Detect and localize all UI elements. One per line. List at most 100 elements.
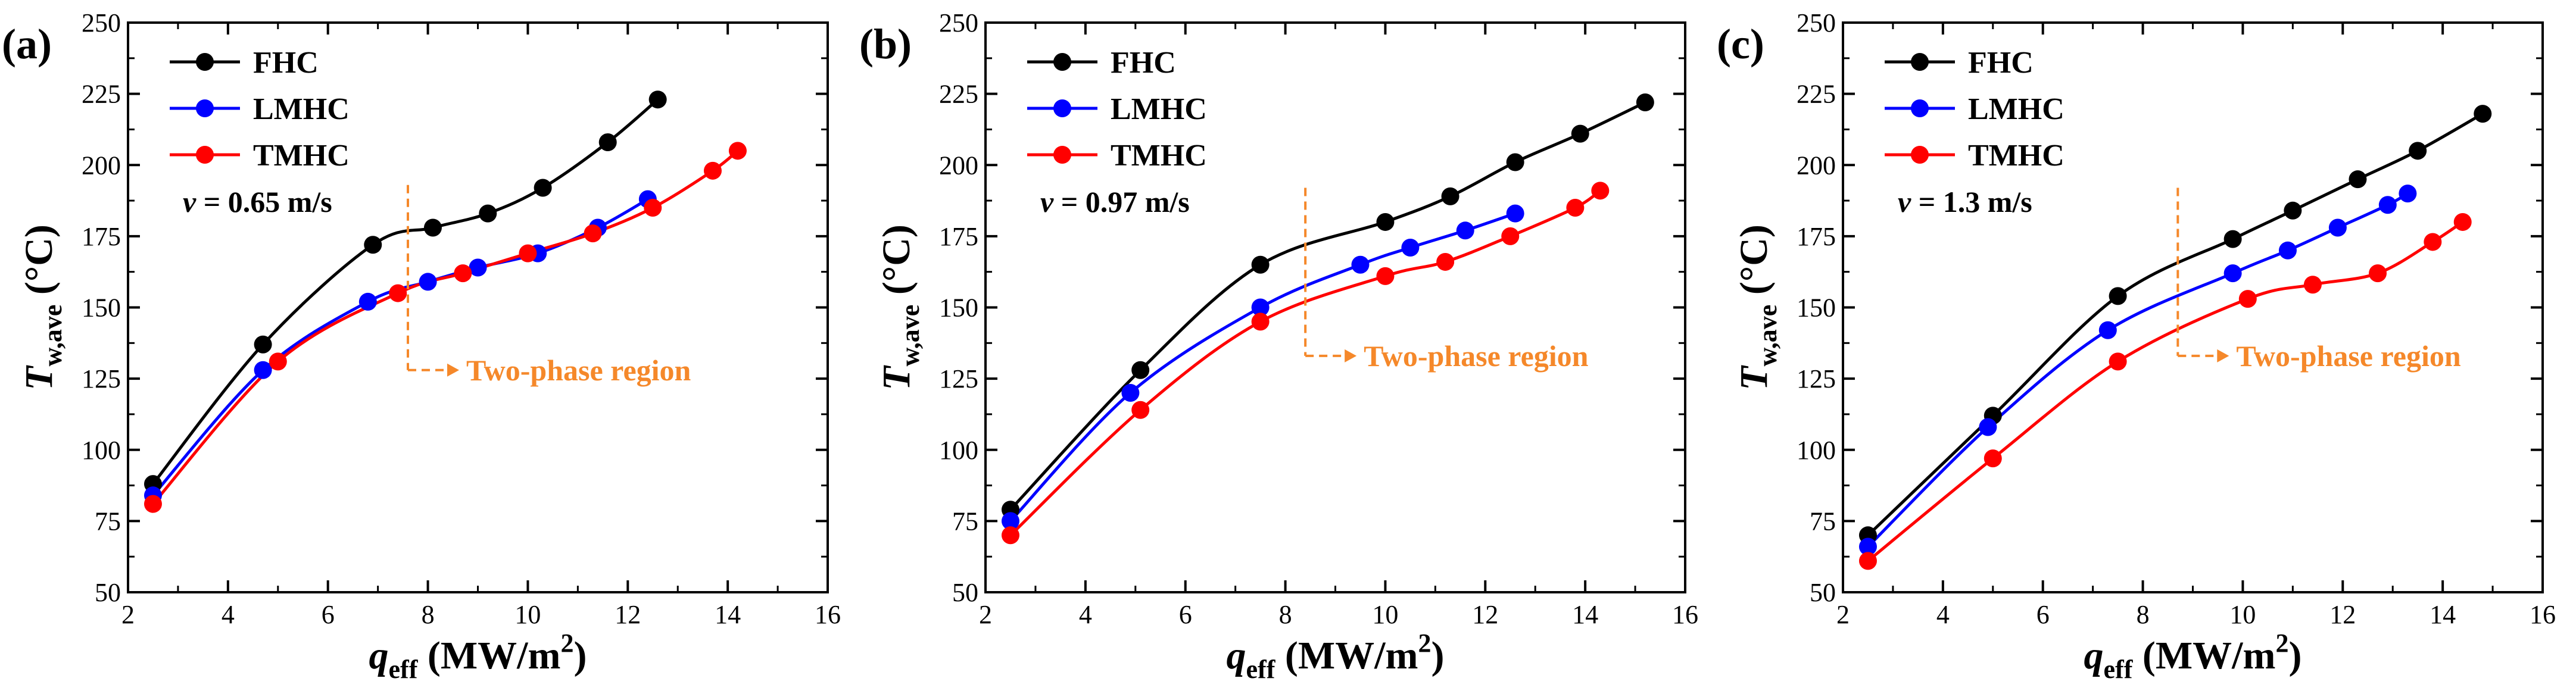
x-tick-label: 14 xyxy=(1572,600,1598,629)
y-tick-label: 250 xyxy=(82,8,121,37)
y-tick-label: 250 xyxy=(939,8,978,37)
series-group xyxy=(1858,105,2492,570)
x-tick-label: 6 xyxy=(2037,600,2050,629)
data-point-fhc xyxy=(598,133,617,151)
data-point-tmhc xyxy=(584,224,602,243)
data-point-fhc xyxy=(2474,105,2492,123)
panel-label: (a) xyxy=(2,20,52,68)
region-label: Two-phase region xyxy=(466,354,691,387)
data-point-fhc xyxy=(1131,361,1150,379)
x-tick-label: 6 xyxy=(322,600,335,629)
legend-swatch-marker xyxy=(196,99,214,117)
panel-label: (c) xyxy=(1717,20,1764,68)
legend-entry-lmhc: LMHC xyxy=(253,92,350,126)
data-point-tmhc xyxy=(2109,352,2127,371)
data-point-fhc xyxy=(2109,287,2127,305)
x-tick-label: 16 xyxy=(815,600,841,629)
series-line-fhc xyxy=(1867,112,2484,537)
y-tick-label: 200 xyxy=(82,151,121,180)
x-tick-label: 6 xyxy=(1179,600,1192,629)
data-point-fhc xyxy=(254,335,272,354)
y-tick-label: 125 xyxy=(82,364,121,393)
data-point-lmhc xyxy=(419,273,437,291)
x-tick-label: 4 xyxy=(222,600,235,629)
data-point-tmhc xyxy=(1251,312,1270,331)
panel-label: (b) xyxy=(859,20,912,68)
legend: FHC LMHC TMHC xyxy=(170,46,350,173)
data-point-lmhc xyxy=(2378,196,2397,214)
legend-swatch-marker xyxy=(1053,99,1071,117)
legend-entry-fhc: FHC xyxy=(1111,46,1176,80)
y-axis-label: Tw,ave (°C) xyxy=(875,224,925,390)
data-point-tmhc xyxy=(2453,212,2472,231)
x-tick-label: 2 xyxy=(979,600,992,629)
x-tick-label: 16 xyxy=(2530,600,2556,629)
data-point-tmhc xyxy=(1436,252,1455,271)
data-point-tmhc xyxy=(1858,552,1877,570)
data-point-lmhc xyxy=(1401,239,1420,257)
x-tick-label: 2 xyxy=(121,600,135,629)
y-tick-label: 250 xyxy=(1797,8,1836,37)
legend-swatch-marker xyxy=(1053,146,1071,164)
legend-swatch-marker xyxy=(196,146,214,164)
series-line-tmhc xyxy=(1009,189,1601,537)
data-point-lmhc xyxy=(2223,264,2242,283)
legend-entry-tmhc: TMHC xyxy=(1968,139,2064,173)
x-axis-label: qeff (MW/m2) xyxy=(2084,629,2302,684)
y-tick-label: 125 xyxy=(1797,364,1836,393)
y-tick-label: 150 xyxy=(939,293,978,323)
x-tick-label: 8 xyxy=(2137,600,2150,629)
data-point-fhc xyxy=(1376,212,1395,231)
series-line-lmhc xyxy=(152,198,649,496)
series-line-lmhc xyxy=(1009,212,1516,523)
x-tick-label: 2 xyxy=(1836,600,1850,629)
data-point-lmhc xyxy=(1506,204,1524,223)
velocity-annotation: v = 0.97 m/s xyxy=(1040,185,1190,218)
legend-swatch-marker xyxy=(1911,53,1929,71)
x-tick-label: 4 xyxy=(1079,600,1092,629)
x-tick-label: 8 xyxy=(1279,600,1292,629)
data-point-lmhc xyxy=(2328,218,2347,237)
x-tick-label: 12 xyxy=(615,600,641,629)
data-point-tmhc xyxy=(1376,267,1395,285)
x-tick-label: 10 xyxy=(1372,600,1398,629)
data-point-lmhc xyxy=(2098,321,2117,339)
legend-swatch-marker xyxy=(196,53,214,71)
legend-entry-tmhc: TMHC xyxy=(1111,139,1207,173)
chart-panel-3: 2 4 6 8 10 12 14 16 50 75 100 125 150 175 200 225 250 (c)… xyxy=(1717,8,2556,684)
data-point-tmhc xyxy=(2303,276,2322,294)
data-point-tmhc xyxy=(2424,233,2442,251)
legend-swatch-marker xyxy=(1911,146,1929,164)
y-tick-label: 175 xyxy=(1797,222,1836,251)
data-point-lmhc xyxy=(358,292,377,311)
y-tick-label: 100 xyxy=(939,436,978,465)
data-point-fhc xyxy=(479,204,497,223)
x-tick-label: 4 xyxy=(1936,600,1950,629)
velocity-annotation: v = 1.3 m/s xyxy=(1898,185,2032,218)
data-point-lmhc xyxy=(2399,185,2417,203)
data-point-lmhc xyxy=(1979,418,1997,436)
y-tick-label: 225 xyxy=(1797,80,1836,109)
data-point-lmhc xyxy=(1121,384,1140,402)
data-point-fhc xyxy=(2284,201,2302,220)
data-point-lmhc xyxy=(254,361,272,379)
y-tick-label: 175 xyxy=(939,222,978,251)
chart-panel-2: 2 4 6 8 10 12 14 16 50 75 100 125 150 175 200 225 250 (b)… xyxy=(859,8,1698,684)
data-point-tmhc xyxy=(1131,401,1150,419)
chart-panel-1: 2 4 6 8 10 12 14 16 50 75 100 125 150 175 200 225 250 (a)… xyxy=(2,8,841,684)
y-tick-label: 200 xyxy=(939,151,978,180)
data-point-lmhc xyxy=(1251,298,1270,317)
y-tick-label: 225 xyxy=(939,80,978,109)
legend-entry-fhc: FHC xyxy=(253,46,319,80)
legend-entry-tmhc: TMHC xyxy=(253,139,350,173)
data-point-lmhc xyxy=(469,258,487,277)
x-tick-label: 14 xyxy=(715,600,741,629)
x-tick-label: 16 xyxy=(1672,600,1698,629)
data-point-tmhc xyxy=(2369,264,2387,283)
data-point-fhc xyxy=(648,90,667,109)
data-point-fhc xyxy=(1441,187,1459,205)
data-point-fhc xyxy=(423,218,442,237)
data-point-fhc xyxy=(2223,230,2242,248)
data-point-tmhc xyxy=(2238,290,2257,308)
